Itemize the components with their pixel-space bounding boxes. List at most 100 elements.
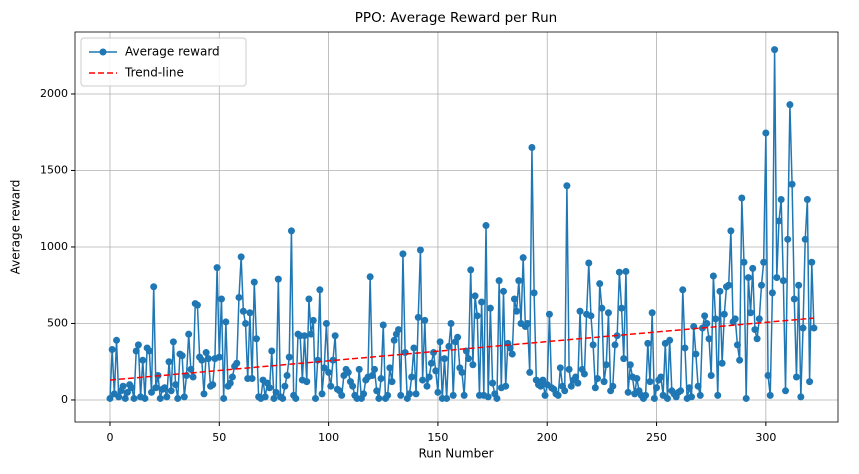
data-point xyxy=(795,281,803,289)
data-point xyxy=(530,289,538,297)
data-point xyxy=(237,253,245,261)
data-point xyxy=(121,394,129,402)
series-line xyxy=(109,317,815,381)
data-point xyxy=(596,280,604,288)
y-axis-label: Average reward xyxy=(9,180,23,275)
data-point xyxy=(250,278,258,286)
data-point xyxy=(108,345,116,353)
data-point xyxy=(375,394,383,402)
y-tick-label: 1500 xyxy=(40,163,68,176)
plot-frame xyxy=(74,31,839,423)
data-point xyxy=(762,129,770,137)
data-point xyxy=(187,365,195,373)
data-point xyxy=(172,381,180,389)
data-point xyxy=(712,315,720,323)
data-point xyxy=(563,182,571,190)
series-line xyxy=(109,49,815,402)
legend-label: Average reward xyxy=(125,45,220,59)
data-point xyxy=(279,394,287,402)
data-point xyxy=(360,390,368,398)
data-point xyxy=(519,254,527,262)
data-point xyxy=(526,368,534,376)
data-point xyxy=(515,277,523,285)
data-point xyxy=(261,393,269,401)
data-point xyxy=(539,376,547,384)
data-point xyxy=(510,295,518,303)
data-point xyxy=(696,391,704,399)
data-point xyxy=(204,355,212,363)
data-point xyxy=(692,350,700,358)
data-point xyxy=(545,310,553,318)
data-point xyxy=(423,382,431,390)
data-point xyxy=(239,307,247,315)
data-point xyxy=(200,390,208,398)
data-point xyxy=(650,394,658,402)
data-point xyxy=(810,324,818,332)
data-point xyxy=(213,264,221,272)
data-point xyxy=(209,381,217,389)
data-point xyxy=(524,319,532,327)
data-point xyxy=(128,384,136,392)
data-point xyxy=(567,382,575,390)
data-point xyxy=(808,258,816,266)
data-point xyxy=(178,352,186,360)
y-tick-label: 1000 xyxy=(40,240,68,253)
data-point xyxy=(620,355,628,363)
x-tick-label: 200 xyxy=(537,431,558,444)
data-point xyxy=(316,286,324,294)
data-point xyxy=(642,391,650,399)
data-point xyxy=(556,364,564,372)
data-point xyxy=(123,388,131,396)
data-point xyxy=(331,332,339,340)
data-point xyxy=(685,384,693,392)
data-point xyxy=(460,391,468,399)
data-point xyxy=(145,347,153,355)
data-point xyxy=(594,375,602,383)
data-point xyxy=(572,373,580,381)
data-point xyxy=(611,341,619,349)
data-point xyxy=(320,364,328,372)
data-point xyxy=(482,222,490,230)
data-point xyxy=(727,227,735,235)
data-point xyxy=(751,326,759,334)
data-point xyxy=(657,373,665,381)
data-point xyxy=(410,344,418,352)
x-tick-label: 250 xyxy=(646,431,667,444)
x-tick-label: 0 xyxy=(106,431,113,444)
data-point xyxy=(589,341,597,349)
data-point xyxy=(443,394,451,402)
data-point xyxy=(414,313,422,321)
data-point xyxy=(624,388,632,396)
data-point xyxy=(633,375,641,383)
legend-label: Trend-line xyxy=(124,66,184,80)
data-point xyxy=(478,298,486,306)
data-point xyxy=(373,387,381,395)
data-point xyxy=(779,277,787,285)
data-point xyxy=(189,373,197,381)
data-point xyxy=(580,370,588,378)
data-point xyxy=(803,196,811,204)
data-point xyxy=(169,338,177,346)
data-point xyxy=(379,321,387,329)
data-point xyxy=(644,339,652,347)
data-point xyxy=(252,335,260,343)
data-point xyxy=(447,319,455,327)
data-point xyxy=(792,373,800,381)
data-point xyxy=(473,312,481,320)
data-point xyxy=(500,287,508,295)
data-point xyxy=(130,394,138,402)
data-point xyxy=(574,379,582,387)
data-point xyxy=(587,312,595,320)
data-point xyxy=(303,378,311,386)
data-point xyxy=(242,319,250,327)
x-tick-label: 100 xyxy=(318,431,339,444)
data-point xyxy=(432,367,440,375)
data-point xyxy=(355,365,363,373)
data-point xyxy=(301,332,309,340)
data-point xyxy=(626,361,634,369)
data-point xyxy=(305,295,313,303)
data-point xyxy=(395,326,403,334)
data-point xyxy=(755,315,763,323)
data-point xyxy=(653,384,661,392)
